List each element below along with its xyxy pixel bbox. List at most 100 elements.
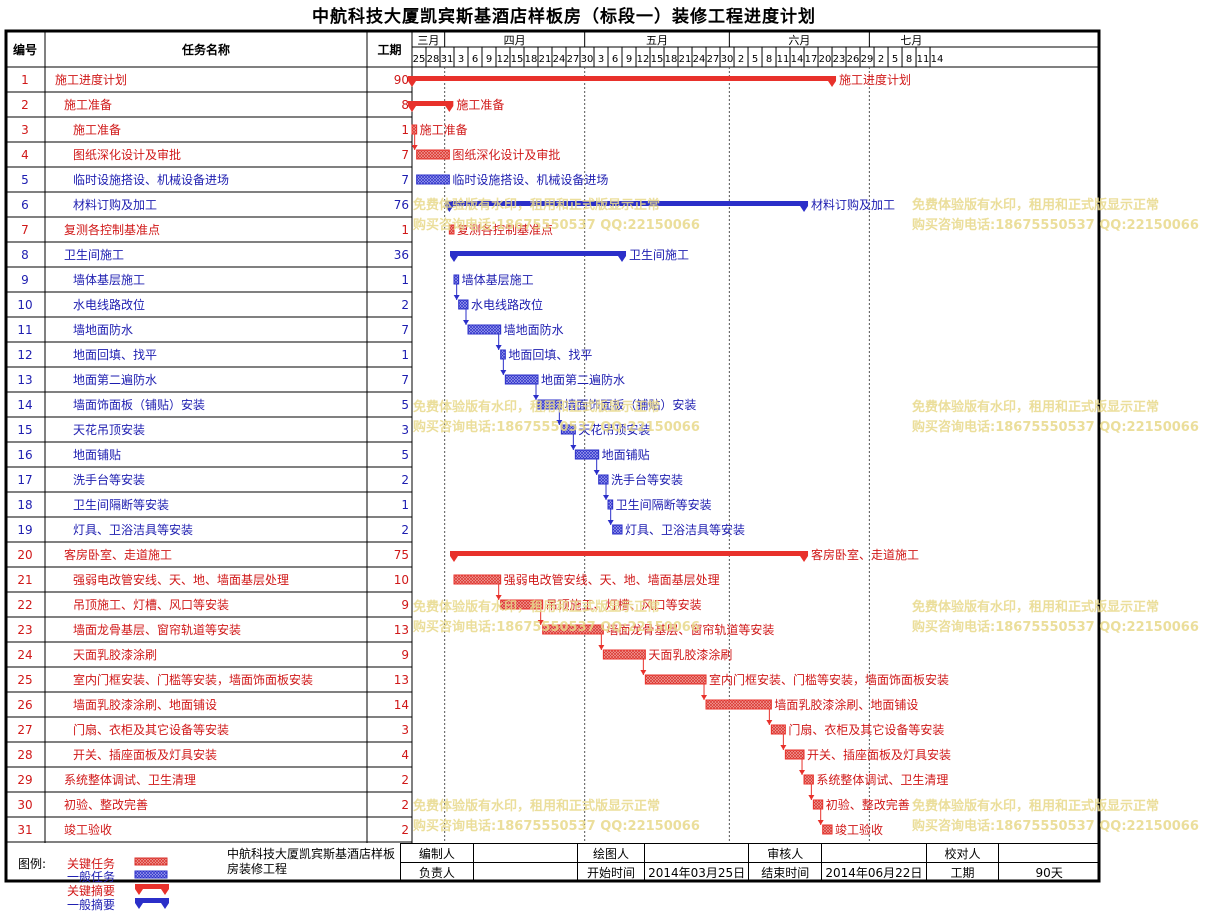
day-label: 25 bbox=[413, 54, 426, 65]
task-duration: 1 bbox=[401, 498, 409, 512]
bar-label: 吊顶施工、灯槽、风口等安装 bbox=[546, 597, 702, 612]
footer-cell: 编制人 bbox=[400, 843, 474, 863]
day-label: 9 bbox=[486, 54, 492, 65]
watermark-text: 免费体验版有水印，租用和正式版显示正常 购买咨询电话:18675550537 QQ… bbox=[413, 398, 700, 438]
dependency-arrow bbox=[556, 420, 563, 425]
task-name: 室内门框安装、门槛等安装，墙面饰面板安装 bbox=[73, 672, 313, 687]
day-label: 18 bbox=[525, 54, 538, 65]
task-id: 10 bbox=[17, 298, 32, 312]
task-id: 31 bbox=[17, 823, 32, 837]
watermark-text: 免费体验版有水印，租用和正式版显示正常 购买咨询电话:18675550537 QQ… bbox=[413, 196, 700, 236]
task-duration: 7 bbox=[401, 173, 409, 187]
task-duration: 76 bbox=[394, 198, 409, 212]
day-label: 21 bbox=[679, 54, 692, 65]
day-label: 23 bbox=[833, 54, 846, 65]
month-label: 五月 bbox=[646, 34, 668, 47]
dependency-arrow bbox=[799, 770, 806, 775]
month-label: 六月 bbox=[788, 34, 810, 47]
footer-cell bbox=[472, 843, 579, 863]
dependency-arrow bbox=[603, 495, 610, 500]
task-duration: 9 bbox=[401, 598, 409, 612]
bar-label: 材料订购及加工 bbox=[811, 197, 895, 212]
task-id: 21 bbox=[17, 573, 32, 587]
bar-label: 门扇、衣柜及其它设备等安装 bbox=[788, 722, 944, 737]
task-name: 墙面饰面板（铺贴）安装 bbox=[73, 397, 205, 412]
bar-label: 复测各控制基准点 bbox=[457, 222, 553, 237]
task-id: 30 bbox=[17, 798, 32, 812]
task-name: 临时设施搭设、机械设备进场 bbox=[73, 172, 229, 187]
summary-bar bbox=[408, 76, 837, 87]
task-duration: 3 bbox=[401, 423, 409, 437]
bar-label: 水电线路改位 bbox=[471, 297, 543, 312]
task-name: 水电线路改位 bbox=[73, 297, 145, 312]
dependency-arrow bbox=[598, 645, 605, 650]
legend-critical-task: 关键任务 bbox=[67, 857, 116, 871]
legend-title: 图例: bbox=[18, 857, 47, 871]
legend-normal-swatch bbox=[134, 870, 168, 879]
task-id: 19 bbox=[17, 523, 32, 537]
task-name: 施工准备 bbox=[64, 98, 112, 112]
task-name: 施工准备 bbox=[73, 123, 121, 137]
day-label: 20 bbox=[819, 54, 832, 65]
legend-normal-task: 一般任务 bbox=[67, 870, 116, 884]
day-label: 12 bbox=[637, 54, 650, 65]
task-id: 1 bbox=[21, 73, 29, 87]
footer-cell: 90天 bbox=[998, 862, 1100, 882]
watermark-line-1: 免费体验版有水印，租用和正式版显示正常 bbox=[912, 198, 1160, 213]
task-name: 施工进度计划 bbox=[55, 72, 127, 87]
task-name: 材料订购及加工 bbox=[73, 197, 157, 212]
task-duration: 14 bbox=[394, 698, 409, 712]
task-duration: 10 bbox=[394, 573, 409, 587]
task-id: 12 bbox=[17, 348, 32, 362]
footer-cell: 负责人 bbox=[400, 862, 474, 882]
task-duration: 90 bbox=[394, 73, 409, 87]
bar-label: 卫生间隔断等安装 bbox=[616, 497, 712, 512]
day-label: 14 bbox=[791, 54, 804, 65]
task-id: 20 bbox=[17, 548, 32, 562]
footer-cell bbox=[821, 843, 927, 863]
dependency-arrow bbox=[533, 395, 540, 400]
task-bar bbox=[822, 824, 833, 835]
task-bar bbox=[803, 774, 814, 785]
footer-cell: 审核人 bbox=[748, 843, 823, 863]
task-bar bbox=[453, 574, 502, 585]
task-id: 27 bbox=[17, 723, 32, 737]
month-label: 四月 bbox=[504, 34, 526, 47]
task-duration: 36 bbox=[394, 248, 409, 262]
day-label: 21 bbox=[539, 54, 552, 65]
task-duration: 2 bbox=[401, 473, 409, 487]
task-name: 地面铺贴 bbox=[73, 448, 121, 462]
task-bar bbox=[560, 424, 576, 435]
task-bar bbox=[812, 799, 824, 810]
task-duration: 7 bbox=[401, 148, 409, 162]
task-id: 6 bbox=[21, 198, 29, 212]
task-name: 天花吊顶安装 bbox=[73, 422, 145, 437]
day-label: 28 bbox=[427, 54, 440, 65]
legend-critical-summary-swatch bbox=[135, 884, 169, 895]
task-duration: 7 bbox=[401, 323, 409, 337]
watermark-text: 免费体验版有水印，租用和正式版显示正常 购买咨询电话:18675550537 QQ… bbox=[912, 797, 1199, 837]
day-label: 3 bbox=[598, 54, 604, 65]
legend-normal-summary-swatch bbox=[135, 898, 169, 909]
task-duration: 2 bbox=[401, 823, 409, 837]
bar-label: 墙面龙骨基层、窗帘轨道等安装 bbox=[606, 622, 774, 637]
month-label: 七月 bbox=[900, 34, 922, 47]
watermark-line-1: 免费体验版有水印，租用和正式版显示正常 bbox=[912, 400, 1160, 415]
footer-table-wrap: 编制人 绘图人 审核人 校对人 负责人 开始时间 2014年03月25日 结束时… bbox=[5, 843, 1100, 882]
dependency-arrow bbox=[640, 670, 647, 675]
day-label: 29 bbox=[861, 54, 874, 65]
watermark-line-2: 购买咨询电话:18675550537 QQ:22150066 bbox=[912, 218, 1199, 233]
task-bar bbox=[504, 374, 539, 385]
day-label: 27 bbox=[567, 54, 580, 65]
bar-label: 系统整体调试、卫生清理 bbox=[816, 772, 948, 787]
task-name: 图纸深化设计及审批 bbox=[73, 147, 181, 162]
day-label: 15 bbox=[651, 54, 664, 65]
task-id: 9 bbox=[21, 273, 29, 287]
bar-label: 施工进度计划 bbox=[839, 72, 911, 87]
task-id: 11 bbox=[17, 323, 32, 337]
footer-cell: 校对人 bbox=[925, 843, 1000, 863]
task-bar bbox=[705, 699, 772, 710]
dependency-arrow bbox=[593, 470, 600, 475]
bar-label: 墙面乳胶漆涂刷、地面铺设 bbox=[774, 697, 918, 712]
